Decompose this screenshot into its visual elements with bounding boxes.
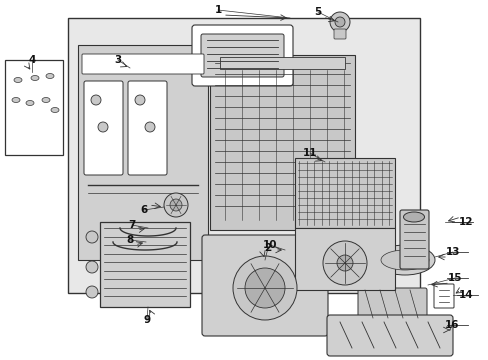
FancyBboxPatch shape [202,235,327,336]
Ellipse shape [31,76,39,81]
FancyBboxPatch shape [82,54,203,74]
Bar [220,57,345,69]
Text: 5: 5 [314,7,321,17]
Bar [100,222,190,307]
Circle shape [135,95,145,105]
Bar [209,55,354,230]
FancyBboxPatch shape [326,315,452,356]
Text: 7: 7 [128,220,135,230]
Circle shape [244,268,285,308]
Ellipse shape [51,108,59,113]
Ellipse shape [14,77,22,82]
Circle shape [329,12,349,32]
Ellipse shape [26,100,34,105]
FancyBboxPatch shape [192,25,292,86]
Circle shape [86,286,98,298]
Text: 15: 15 [447,273,461,283]
FancyBboxPatch shape [433,284,453,308]
FancyBboxPatch shape [128,81,167,175]
Circle shape [170,199,182,211]
Circle shape [334,17,345,27]
Circle shape [98,122,108,132]
Circle shape [145,122,155,132]
Text: 11: 11 [302,148,317,158]
FancyBboxPatch shape [333,29,346,39]
Ellipse shape [12,98,20,103]
Text: 12: 12 [458,217,472,227]
Text: 3: 3 [114,55,122,65]
FancyBboxPatch shape [84,81,123,175]
Circle shape [232,256,296,320]
Bar [5,60,63,155]
FancyBboxPatch shape [399,210,428,269]
Text: 10: 10 [262,240,277,250]
Circle shape [91,95,101,105]
Text: 1: 1 [214,5,221,15]
Bar [78,45,207,260]
FancyBboxPatch shape [201,34,284,77]
Ellipse shape [42,98,50,103]
Bar [294,158,394,228]
Ellipse shape [374,245,434,275]
Text: 16: 16 [444,320,458,330]
Circle shape [163,193,187,217]
Text: 13: 13 [445,247,459,257]
FancyBboxPatch shape [357,288,426,320]
Bar [68,18,419,293]
Text: 6: 6 [140,205,147,215]
Circle shape [336,255,352,271]
Text: 9: 9 [143,315,150,325]
Text: 8: 8 [126,235,133,245]
Text: 14: 14 [458,290,472,300]
Ellipse shape [380,250,428,270]
Text: 4: 4 [28,55,36,65]
Circle shape [86,231,98,243]
Ellipse shape [46,73,54,78]
Bar [294,228,394,290]
Text: 2: 2 [264,243,271,253]
Circle shape [323,241,366,285]
Circle shape [86,261,98,273]
Ellipse shape [403,212,424,222]
